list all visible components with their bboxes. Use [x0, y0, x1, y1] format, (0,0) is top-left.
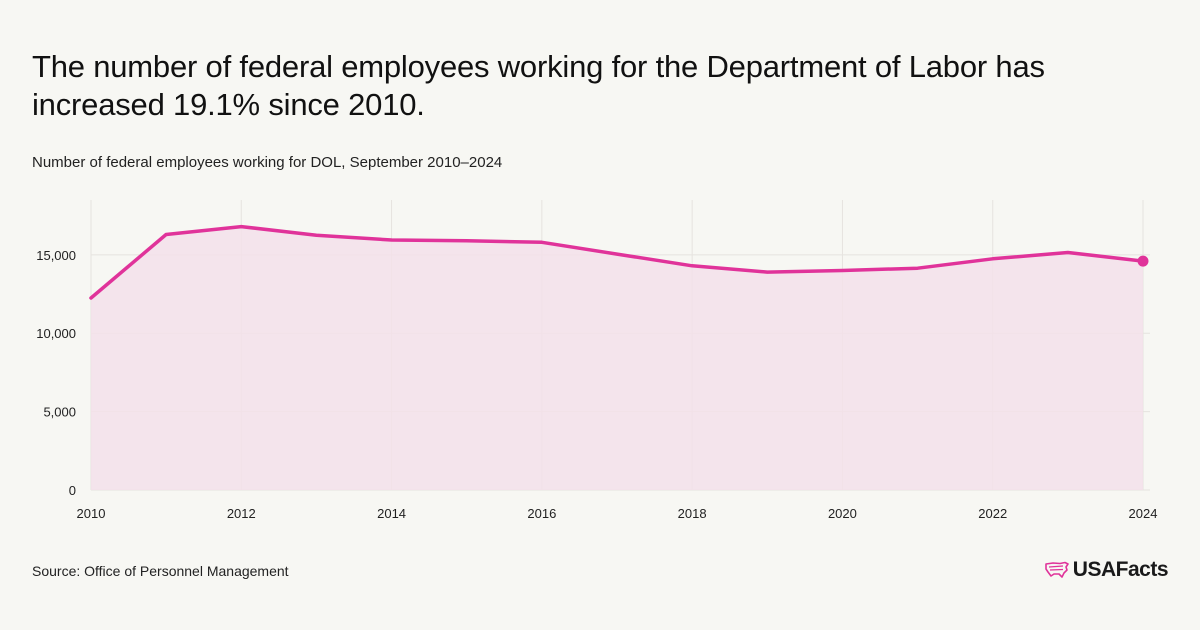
source-note: Source: Office of Personnel Management: [32, 563, 289, 579]
y-tick-label: 15,000: [36, 248, 76, 263]
area-layer: [91, 226, 1143, 490]
y-tick-label: 5,000: [43, 405, 76, 420]
x-tick-label: 2022: [978, 506, 1007, 521]
x-axis-ticks: 2010 2012 2014 2016 2018 2020 2022 2024: [77, 506, 1158, 521]
x-tick-label: 2020: [828, 506, 857, 521]
series-area: [91, 226, 1143, 490]
y-tick-label: 10,000: [36, 326, 76, 341]
usafacts-logo: USAFacts: [1044, 558, 1169, 582]
chart-title: The number of federal employees working …: [32, 49, 1045, 122]
chart-subtitle: Number of federal employees working for …: [32, 154, 503, 171]
line-area-chart: 2010 2012 2014 2016 2018 2020 2022 2024 0 5,000 1…: [36, 200, 1158, 521]
y-axis-ticks: 0 5,000 10,000 15,000: [36, 248, 76, 498]
last-point-marker: [1137, 255, 1149, 267]
x-tick-label: 2010: [77, 506, 106, 521]
x-tick-label: 2016: [527, 506, 556, 521]
us-map-icon: [1044, 561, 1069, 578]
x-tick-label: 2024: [1129, 506, 1158, 521]
x-tick-label: 2014: [377, 506, 406, 521]
series-line: [89, 224, 1145, 300]
x-tick-label: 2018: [678, 506, 707, 521]
x-tick-label: 2012: [227, 506, 256, 521]
y-tick-label: 0: [69, 483, 76, 498]
line-layer: [89, 224, 1149, 300]
brand-name: USAFacts: [1072, 558, 1169, 581]
